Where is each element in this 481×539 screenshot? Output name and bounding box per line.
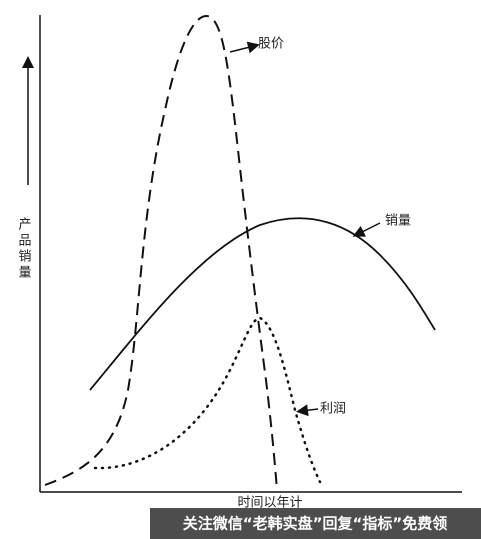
watermark: 关注微信“老韩实盘”回复“指标”免费领 (183, 515, 447, 533)
profit-pointer (296, 404, 319, 417)
x-axis-label: 时间以年计 (237, 496, 302, 511)
sales-curve (89, 217, 436, 391)
y-axis-label-4: 量 (18, 266, 31, 281)
stock-price-curve (44, 15, 278, 491)
y-axis-label-1: 产 (18, 218, 31, 233)
stock-price-pointer (229, 41, 260, 54)
profit-label: 利润 (320, 402, 346, 417)
watermark-bar (150, 508, 481, 539)
sales-label: 销量 (385, 214, 411, 229)
stock-price-label: 股价 (258, 37, 284, 52)
y-axis-label-2: 品 (18, 234, 31, 249)
y-axis-label-3: 销 (18, 250, 31, 265)
sales-pointer (352, 222, 381, 237)
